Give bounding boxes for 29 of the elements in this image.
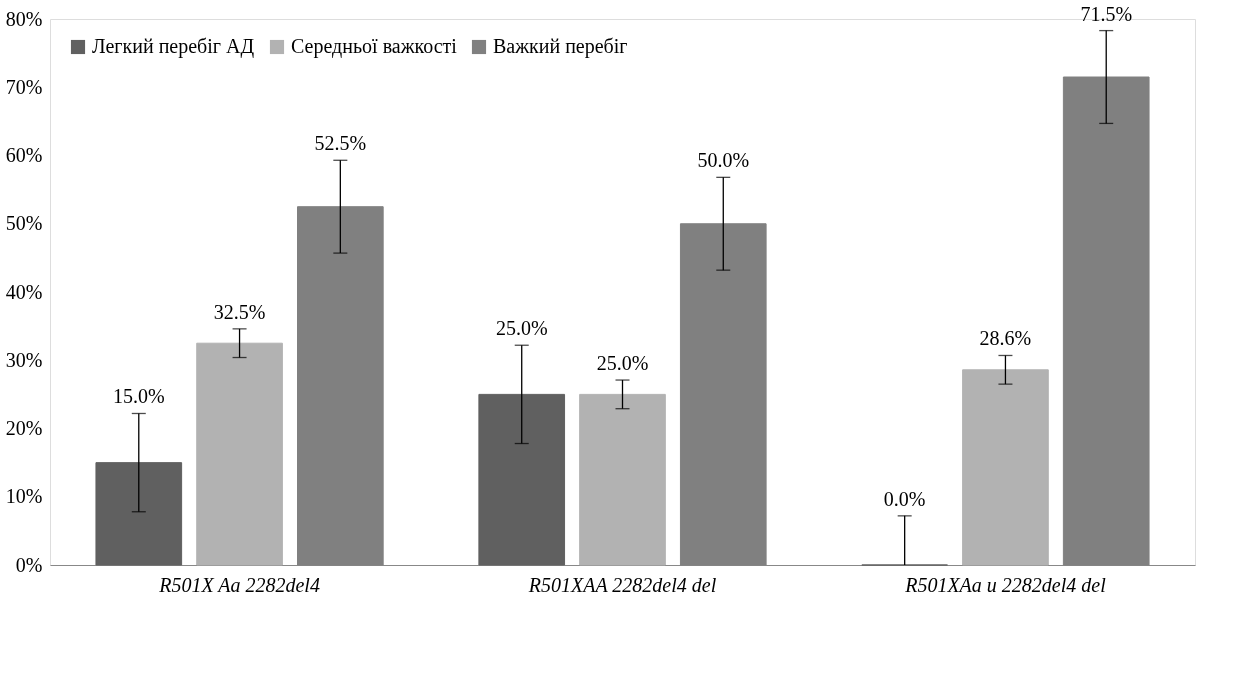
bar (579, 393, 666, 566)
x-tick-label: R501XAA 2282del4 del (527, 573, 717, 596)
y-tick-label: 80% (5, 7, 43, 30)
y-tick-label: 30% (5, 348, 43, 371)
legend-label: Середньої важкості (291, 35, 458, 58)
bar (478, 393, 566, 566)
data-label: 15.0% (112, 385, 165, 408)
bar (196, 342, 283, 566)
x-tick-label: R501XAa и 2282del4 del (904, 573, 1107, 596)
y-tick-label: 70% (5, 75, 43, 98)
y-tick-label: 50% (5, 212, 43, 235)
y-tick-label: 0% (15, 553, 43, 576)
bar (962, 369, 1049, 566)
legend-label: Легкий перебіг АД (92, 35, 255, 58)
y-tick-label: 60% (5, 144, 43, 166)
data-label: 25.0% (495, 317, 548, 340)
x-tick-label: R501X Aa 2282del4 (158, 573, 320, 596)
y-tick-label: 40% (5, 280, 43, 303)
data-label: 52.5% (314, 132, 367, 155)
data-label: 32.5% (213, 300, 266, 323)
data-label: 71.5% (1080, 2, 1133, 25)
data-label: 50.0% (697, 149, 750, 172)
bar (95, 462, 183, 566)
data-label: 0.0% (883, 487, 926, 510)
y-tick-label: 20% (5, 417, 43, 439)
y-tick-label: 10% (5, 485, 43, 508)
data-label: 25.0% (596, 352, 649, 375)
data-label: 28.6% (979, 327, 1032, 350)
legend-label: Важкий перебіг (493, 35, 628, 58)
